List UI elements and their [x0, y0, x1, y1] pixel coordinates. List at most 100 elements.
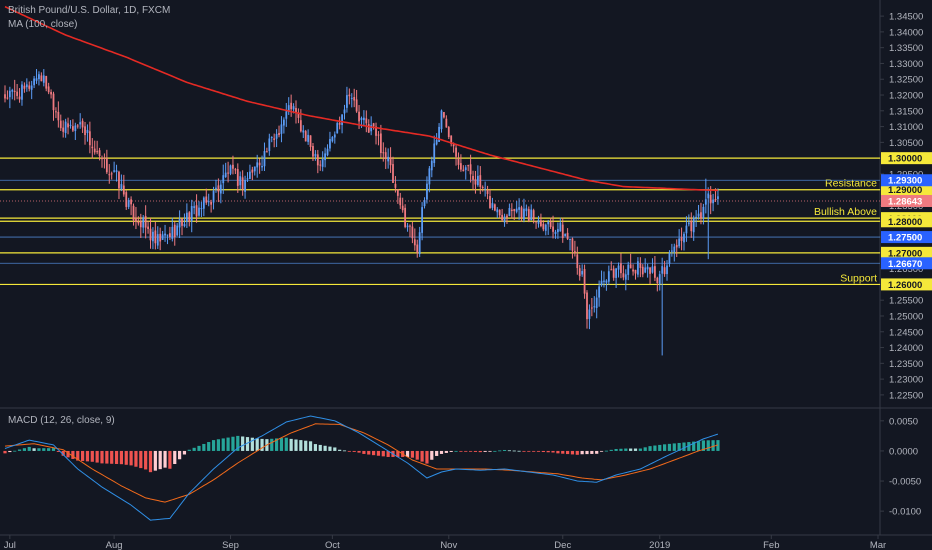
candle-body	[525, 208, 528, 212]
candle-body	[13, 90, 16, 92]
macd-histogram-bar	[47, 448, 51, 451]
macd-histogram-bar	[502, 449, 507, 451]
candle-body	[639, 263, 642, 268]
macd-histogram-bar	[629, 448, 633, 451]
candle-body	[11, 89, 14, 92]
macd-histogram-bar	[178, 450, 182, 460]
macd-histogram-bar	[100, 450, 104, 464]
macd-histogram-bar	[32, 448, 36, 451]
macd-histogram-bar	[439, 450, 444, 454]
candle-body	[540, 220, 542, 227]
candle-body	[341, 114, 343, 126]
macd-histogram-bar	[682, 442, 686, 451]
macd-histogram-bar	[289, 438, 293, 451]
candle-body	[135, 217, 137, 222]
macd-histogram-bar	[595, 450, 599, 454]
macd-histogram-bar	[42, 448, 46, 451]
macd-histogram-bar	[328, 446, 332, 451]
candle-body	[430, 160, 433, 171]
candle-body	[637, 261, 639, 275]
candle-body	[687, 222, 690, 225]
candle-body	[498, 209, 501, 216]
candle-body	[646, 266, 649, 270]
candle-body	[675, 244, 678, 248]
macd-histogram-bar	[61, 450, 65, 456]
candle-body	[326, 148, 329, 156]
candle-body	[503, 216, 506, 223]
candle-body	[103, 157, 106, 159]
candle-body	[307, 134, 310, 142]
candle-body	[426, 183, 428, 200]
macd-histogram-bar	[696, 441, 701, 451]
candle-body	[481, 187, 484, 189]
price-tag-box	[881, 231, 932, 244]
candle-body	[406, 225, 409, 228]
candle-body	[86, 129, 89, 134]
macd-histogram-bar	[124, 450, 128, 465]
candle-body	[654, 266, 656, 278]
candle-body	[600, 280, 603, 286]
candle-body	[217, 185, 220, 192]
macd-histogram-bar	[13, 450, 17, 452]
macd-histogram-bar	[202, 443, 206, 451]
macd-histogram-bar	[624, 448, 628, 451]
candle-body	[156, 234, 159, 246]
macd-histogram-bar	[338, 449, 342, 451]
candle-body	[256, 162, 259, 168]
candle-body	[603, 280, 605, 282]
price-tick-label: 1.32000	[889, 91, 923, 102]
macd-histogram-bar	[604, 450, 608, 452]
price-tag-label: 1.26000	[888, 280, 922, 291]
price-tick-label: 1.34000	[889, 27, 923, 38]
macd-histogram-bar	[192, 447, 196, 451]
candle-body	[658, 274, 661, 285]
macd-histogram-bar	[507, 450, 511, 452]
candle-body	[632, 269, 634, 272]
candle-body	[336, 123, 339, 134]
macd-histogram-bar	[250, 437, 254, 451]
candle-body	[581, 271, 584, 275]
candle-body	[52, 93, 55, 111]
candle-body	[513, 209, 516, 212]
macd-histogram-bar	[643, 447, 647, 451]
candle-body	[239, 176, 242, 186]
candle-body	[244, 180, 246, 192]
candle-body	[171, 226, 174, 239]
time-tick-label: Nov	[440, 540, 457, 550]
candle-body	[331, 137, 334, 142]
candle-body	[418, 232, 421, 255]
ma-legend: MA (100, close)	[8, 19, 78, 30]
price-tick-label: 1.23000	[889, 375, 923, 386]
candle-body	[510, 209, 513, 212]
candle-body	[476, 175, 479, 186]
macd-histogram-bar	[308, 441, 313, 451]
candle-body	[154, 230, 157, 244]
candle-body	[181, 218, 183, 226]
candle-body	[118, 171, 120, 189]
candle-body	[88, 131, 91, 146]
candle-body	[21, 84, 23, 100]
candle-body	[127, 200, 130, 207]
price-tick-label: 1.25000	[889, 311, 923, 322]
candle-body	[520, 207, 523, 218]
candle-body	[443, 112, 445, 118]
candle-body	[700, 212, 702, 219]
price-tick-label: 1.33000	[889, 59, 923, 70]
macd-histogram-bar	[430, 450, 434, 460]
candle-body	[93, 148, 96, 153]
candle-body	[620, 263, 622, 274]
price-tag-label: 1.28643	[888, 196, 922, 207]
candle-body	[624, 274, 627, 280]
candle-body	[113, 170, 116, 172]
candle-body	[205, 196, 208, 203]
candle-body	[149, 228, 152, 241]
candle-body	[353, 97, 356, 101]
macd-signal-line	[4, 423, 719, 503]
macd-histogram-bar	[551, 450, 555, 453]
candle-body	[714, 199, 717, 201]
candle-body	[38, 74, 40, 80]
candle-body	[428, 168, 431, 185]
candle-body	[469, 164, 472, 175]
time-tick-label: Oct	[325, 540, 340, 550]
